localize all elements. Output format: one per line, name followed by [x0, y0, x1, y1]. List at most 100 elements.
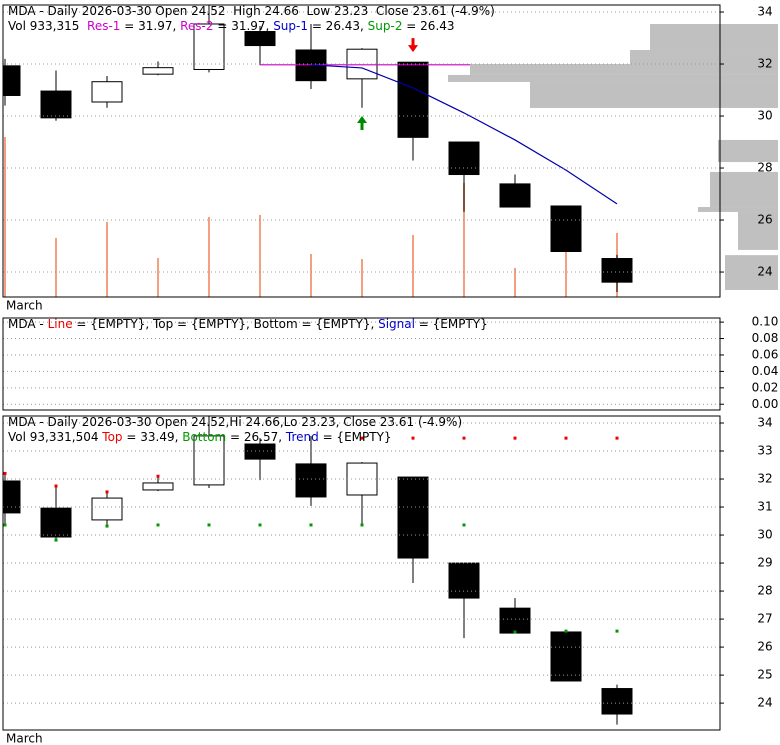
y-tick-label: 0.10: [752, 315, 779, 329]
panel-frame: [2, 317, 721, 411]
volume-bar: [106, 221, 108, 297]
header-segment: = 26.57,: [226, 430, 286, 444]
panel: [3, 5, 633, 297]
panel-header: MDA - Daily 2026-03-30 Open 24.52 High 2…: [8, 4, 495, 18]
y-tick-label: 34: [757, 5, 772, 19]
volume-profile-bar: [530, 81, 778, 108]
stop-dot: [258, 523, 262, 527]
stop-dot: [207, 523, 211, 527]
y-tick-label: 29: [757, 556, 772, 570]
stop-dot: [156, 474, 160, 478]
y-tick-label: 31: [757, 500, 772, 514]
header-segment: Sup-2: [368, 19, 403, 33]
candle-body: [499, 183, 531, 208]
y-tick-label: 28: [757, 584, 772, 598]
header-segment: Bottom: [182, 430, 226, 444]
y-tick-label: 28: [757, 161, 772, 175]
header-segment: = {EMPTY}: [319, 430, 392, 444]
candle-body: [244, 31, 276, 47]
candle-body: [550, 205, 582, 252]
candle-body: [448, 141, 480, 176]
stop-dot: [564, 436, 568, 440]
header-segment: MDA - Daily 2026-03-30 Open 24.52 High 2…: [8, 4, 495, 18]
candle-body: [142, 67, 174, 75]
signal-arrow: [357, 116, 367, 131]
candle-body: [601, 258, 633, 283]
y-tick-label: 34: [757, 416, 772, 430]
stop-dot: [3, 471, 7, 475]
candle-body: [3, 65, 21, 96]
panel-header: Vol 93,331,504 Top = 33.49, Bottom = 26.…: [8, 430, 392, 444]
candle-body: [91, 81, 123, 103]
y-tick-label: 0.02: [752, 380, 779, 394]
y-tick-label: 0.04: [752, 364, 779, 378]
y-tick-label: 24: [757, 265, 772, 279]
y-tick-label: 33: [757, 444, 772, 458]
candle-body: [601, 688, 633, 715]
candle-body: [40, 90, 72, 119]
volume-bar: [208, 216, 210, 297]
volume-profile-bar: [710, 171, 778, 208]
stop-dot: [105, 524, 109, 528]
x-axis-label: March: [6, 732, 43, 745]
x-axis-label: March: [6, 299, 43, 313]
candle-body: [142, 482, 174, 491]
header-segment: MDA -: [8, 317, 48, 331]
volume-profile-bar: [718, 139, 778, 163]
candle-body: [295, 463, 327, 498]
y-tick-label: 30: [757, 528, 772, 542]
y-tick-label: 30: [757, 109, 772, 123]
header-segment: = {EMPTY}: [415, 317, 488, 331]
stop-dot: [360, 436, 364, 440]
stop-dot: [54, 538, 58, 542]
volume-profile-bar: [630, 49, 778, 65]
stop-dot: [513, 630, 517, 634]
stop-dot: [54, 484, 58, 488]
stop-dot: [360, 523, 364, 527]
stop-dot: [411, 436, 415, 440]
header-segment: Top: [101, 430, 122, 444]
stop-dot: [3, 523, 7, 527]
panel-frame: [2, 4, 721, 298]
header-segment: Res-1: [87, 19, 120, 33]
volume-profile-bar: [698, 207, 778, 212]
volume-bar: [565, 235, 567, 297]
volume-profile-bar: [470, 64, 778, 75]
header-segment: = 26.43: [402, 19, 454, 33]
y-tick-label: 24: [757, 696, 772, 710]
candle-body: [499, 607, 531, 634]
header-segment: = {EMPTY}, Top = {EMPTY}, Bottom = {EMPT…: [73, 317, 379, 331]
panel-header: Vol 933,315 Res-1 = 31.97, Res-2 = 31.97…: [8, 19, 455, 33]
volume-bar: [55, 238, 57, 297]
volume-bar: [412, 235, 414, 297]
header-segment: Vol 93,331,504: [8, 430, 102, 444]
header-segment: MDA - Daily 2026-03-30 Open 24.52,Hi 24.…: [8, 415, 462, 429]
candle-body: [397, 61, 429, 138]
candle-body: [40, 507, 72, 538]
volume-profile-bar: [738, 211, 778, 250]
volume-bar: [157, 257, 159, 297]
y-tick-label: 0.00: [752, 397, 779, 411]
candle-body: [91, 497, 123, 521]
stop-dot: [564, 629, 568, 633]
stop-dot: [462, 436, 466, 440]
candle-body: [3, 480, 21, 514]
candle-body: [244, 443, 276, 460]
volume-bar: [4, 137, 6, 297]
stop-dot: [615, 436, 619, 440]
header-segment: = 26.43,: [308, 19, 368, 33]
candle-body: [550, 631, 582, 682]
stop-dot: [156, 523, 160, 527]
volume-bar: [361, 259, 363, 297]
y-tick-label: 32: [757, 57, 772, 71]
stop-dot: [105, 490, 109, 494]
candle-body: [448, 562, 480, 599]
candle-body: [397, 476, 429, 559]
header-segment: = 31.97,: [120, 19, 180, 33]
header-segment: Line: [48, 317, 73, 331]
stop-dot: [615, 629, 619, 633]
panel-frame: [2, 415, 721, 731]
panel: [3, 416, 633, 725]
y-tick-label: 0.06: [752, 347, 779, 361]
y-tick-label: 26: [757, 213, 772, 227]
